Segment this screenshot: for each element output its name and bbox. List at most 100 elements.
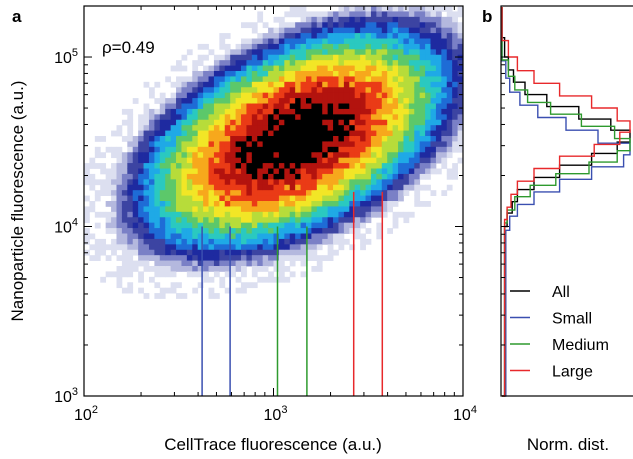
heatmap-cell: [316, 211, 323, 218]
heatmap-cell: [268, 163, 274, 169]
heatmap-cell: [278, 173, 285, 180]
heatmap-cell: [219, 33, 226, 39]
heatmap-cell: [278, 136, 285, 142]
heatmap-cell: [192, 211, 199, 218]
heatmap-cell: [289, 49, 296, 56]
heatmap-cell: [403, 76, 410, 83]
heatmap-cell: [333, 179, 339, 186]
heatmap-cell: [365, 71, 372, 77]
heatmap-cell: [398, 125, 404, 131]
heatmap-cell: [154, 206, 161, 213]
heatmap-cell: [197, 98, 204, 104]
heatmap-cell: [289, 65, 296, 72]
heatmap-cell: [241, 54, 247, 61]
heatmap-cell: [181, 293, 188, 299]
heatmap-cell: [176, 114, 182, 121]
heatmap-cell: [376, 87, 383, 94]
heatmap-cell: [311, 103, 318, 110]
heatmap-cell: [127, 228, 134, 234]
heatmap-cell: [116, 157, 123, 164]
heatmap-cell: [376, 92, 383, 99]
heatmap-cell: [419, 168, 426, 175]
heatmap-cell: [121, 108, 128, 115]
heatmap-cell: [354, 98, 361, 104]
heatmap-cell: [143, 130, 150, 137]
heatmap-cell: [154, 222, 161, 229]
heatmap-cell: [219, 249, 226, 256]
heatmap-cell: [446, 81, 453, 88]
heatmap-cell: [333, 141, 339, 148]
heatmap-cell: [170, 244, 177, 251]
heatmap-cell: [398, 92, 404, 99]
heatmap-cell: [284, 206, 291, 213]
heatmap-cell: [257, 65, 264, 72]
heatmap-cell: [392, 222, 399, 229]
heatmap-cell: [235, 71, 242, 77]
heatmap-cell: [333, 228, 339, 234]
heatmap-cell: [268, 249, 274, 256]
heatmap-cell: [192, 163, 199, 169]
heatmap-cell: [251, 233, 258, 240]
heatmap-cell: [376, 22, 383, 29]
heatmap-cell: [289, 114, 296, 121]
heatmap-cell: [398, 119, 404, 126]
heatmap-cell: [186, 146, 193, 153]
heatmap-cell: [311, 16, 318, 23]
heatmap-cell: [289, 173, 296, 180]
heatmap-cell: [159, 293, 166, 299]
heatmap-cell: [186, 157, 193, 164]
heatmap-cell: [132, 222, 139, 229]
heatmap-cell: [387, 27, 394, 34]
heatmap-cell: [365, 119, 372, 126]
heatmap-cell: [414, 6, 421, 12]
heatmap-cell: [268, 276, 274, 283]
heatmap-cell: [327, 65, 334, 72]
heatmap-cell: [159, 130, 166, 137]
heatmap-cell: [203, 190, 209, 196]
heatmap-cell: [170, 260, 177, 267]
heatmap-cell: [241, 266, 247, 272]
heatmap-cell: [273, 130, 280, 137]
heatmap-cell: [370, 76, 377, 83]
heatmap-cell: [414, 190, 421, 196]
heatmap-cell: [251, 217, 258, 224]
heatmap-cell: [111, 152, 117, 159]
heatmap-cell: [370, 33, 377, 39]
heatmap-cell: [457, 6, 464, 12]
heatmap-cell: [213, 108, 220, 115]
heatmap-cell: [349, 152, 356, 159]
heatmap-cell: [186, 152, 193, 159]
heatmap-cell: [84, 233, 90, 240]
heatmap-cell: [338, 173, 345, 180]
heatmap-cell: [268, 125, 274, 131]
heatmap-cell: [360, 92, 366, 99]
heatmap-cell: [165, 217, 172, 224]
heatmap-cell: [159, 146, 166, 153]
heatmap-cell: [273, 136, 280, 142]
heatmap-cell: [241, 238, 247, 245]
heatmap-cell: [403, 16, 410, 23]
heatmap-cell: [284, 22, 291, 29]
heatmap-cell: [414, 27, 421, 34]
heatmap-cell: [219, 179, 226, 186]
heatmap-cell: [235, 287, 242, 294]
heatmap-cell: [387, 152, 394, 159]
heatmap-cell: [273, 141, 280, 148]
heatmap-cell: [273, 146, 280, 153]
heatmap-cell: [105, 179, 112, 186]
heatmap-cell: [219, 43, 226, 50]
heatmap-cell: [235, 49, 242, 56]
heatmap-cell: [430, 38, 437, 45]
heatmap-cell: [116, 184, 123, 191]
heatmap-cell: [111, 130, 117, 137]
heatmap-cell: [257, 81, 264, 88]
heatmap-cell: [343, 238, 350, 245]
heatmap-cell: [203, 157, 209, 164]
heatmap-cell: [224, 49, 231, 56]
heatmap-cell: [360, 87, 366, 94]
heatmap-cell: [376, 190, 383, 196]
heatmap-cell: [241, 287, 247, 294]
heatmap-cell: [273, 222, 280, 229]
heatmap-cell: [403, 173, 410, 180]
heatmap-cell: [213, 168, 220, 175]
